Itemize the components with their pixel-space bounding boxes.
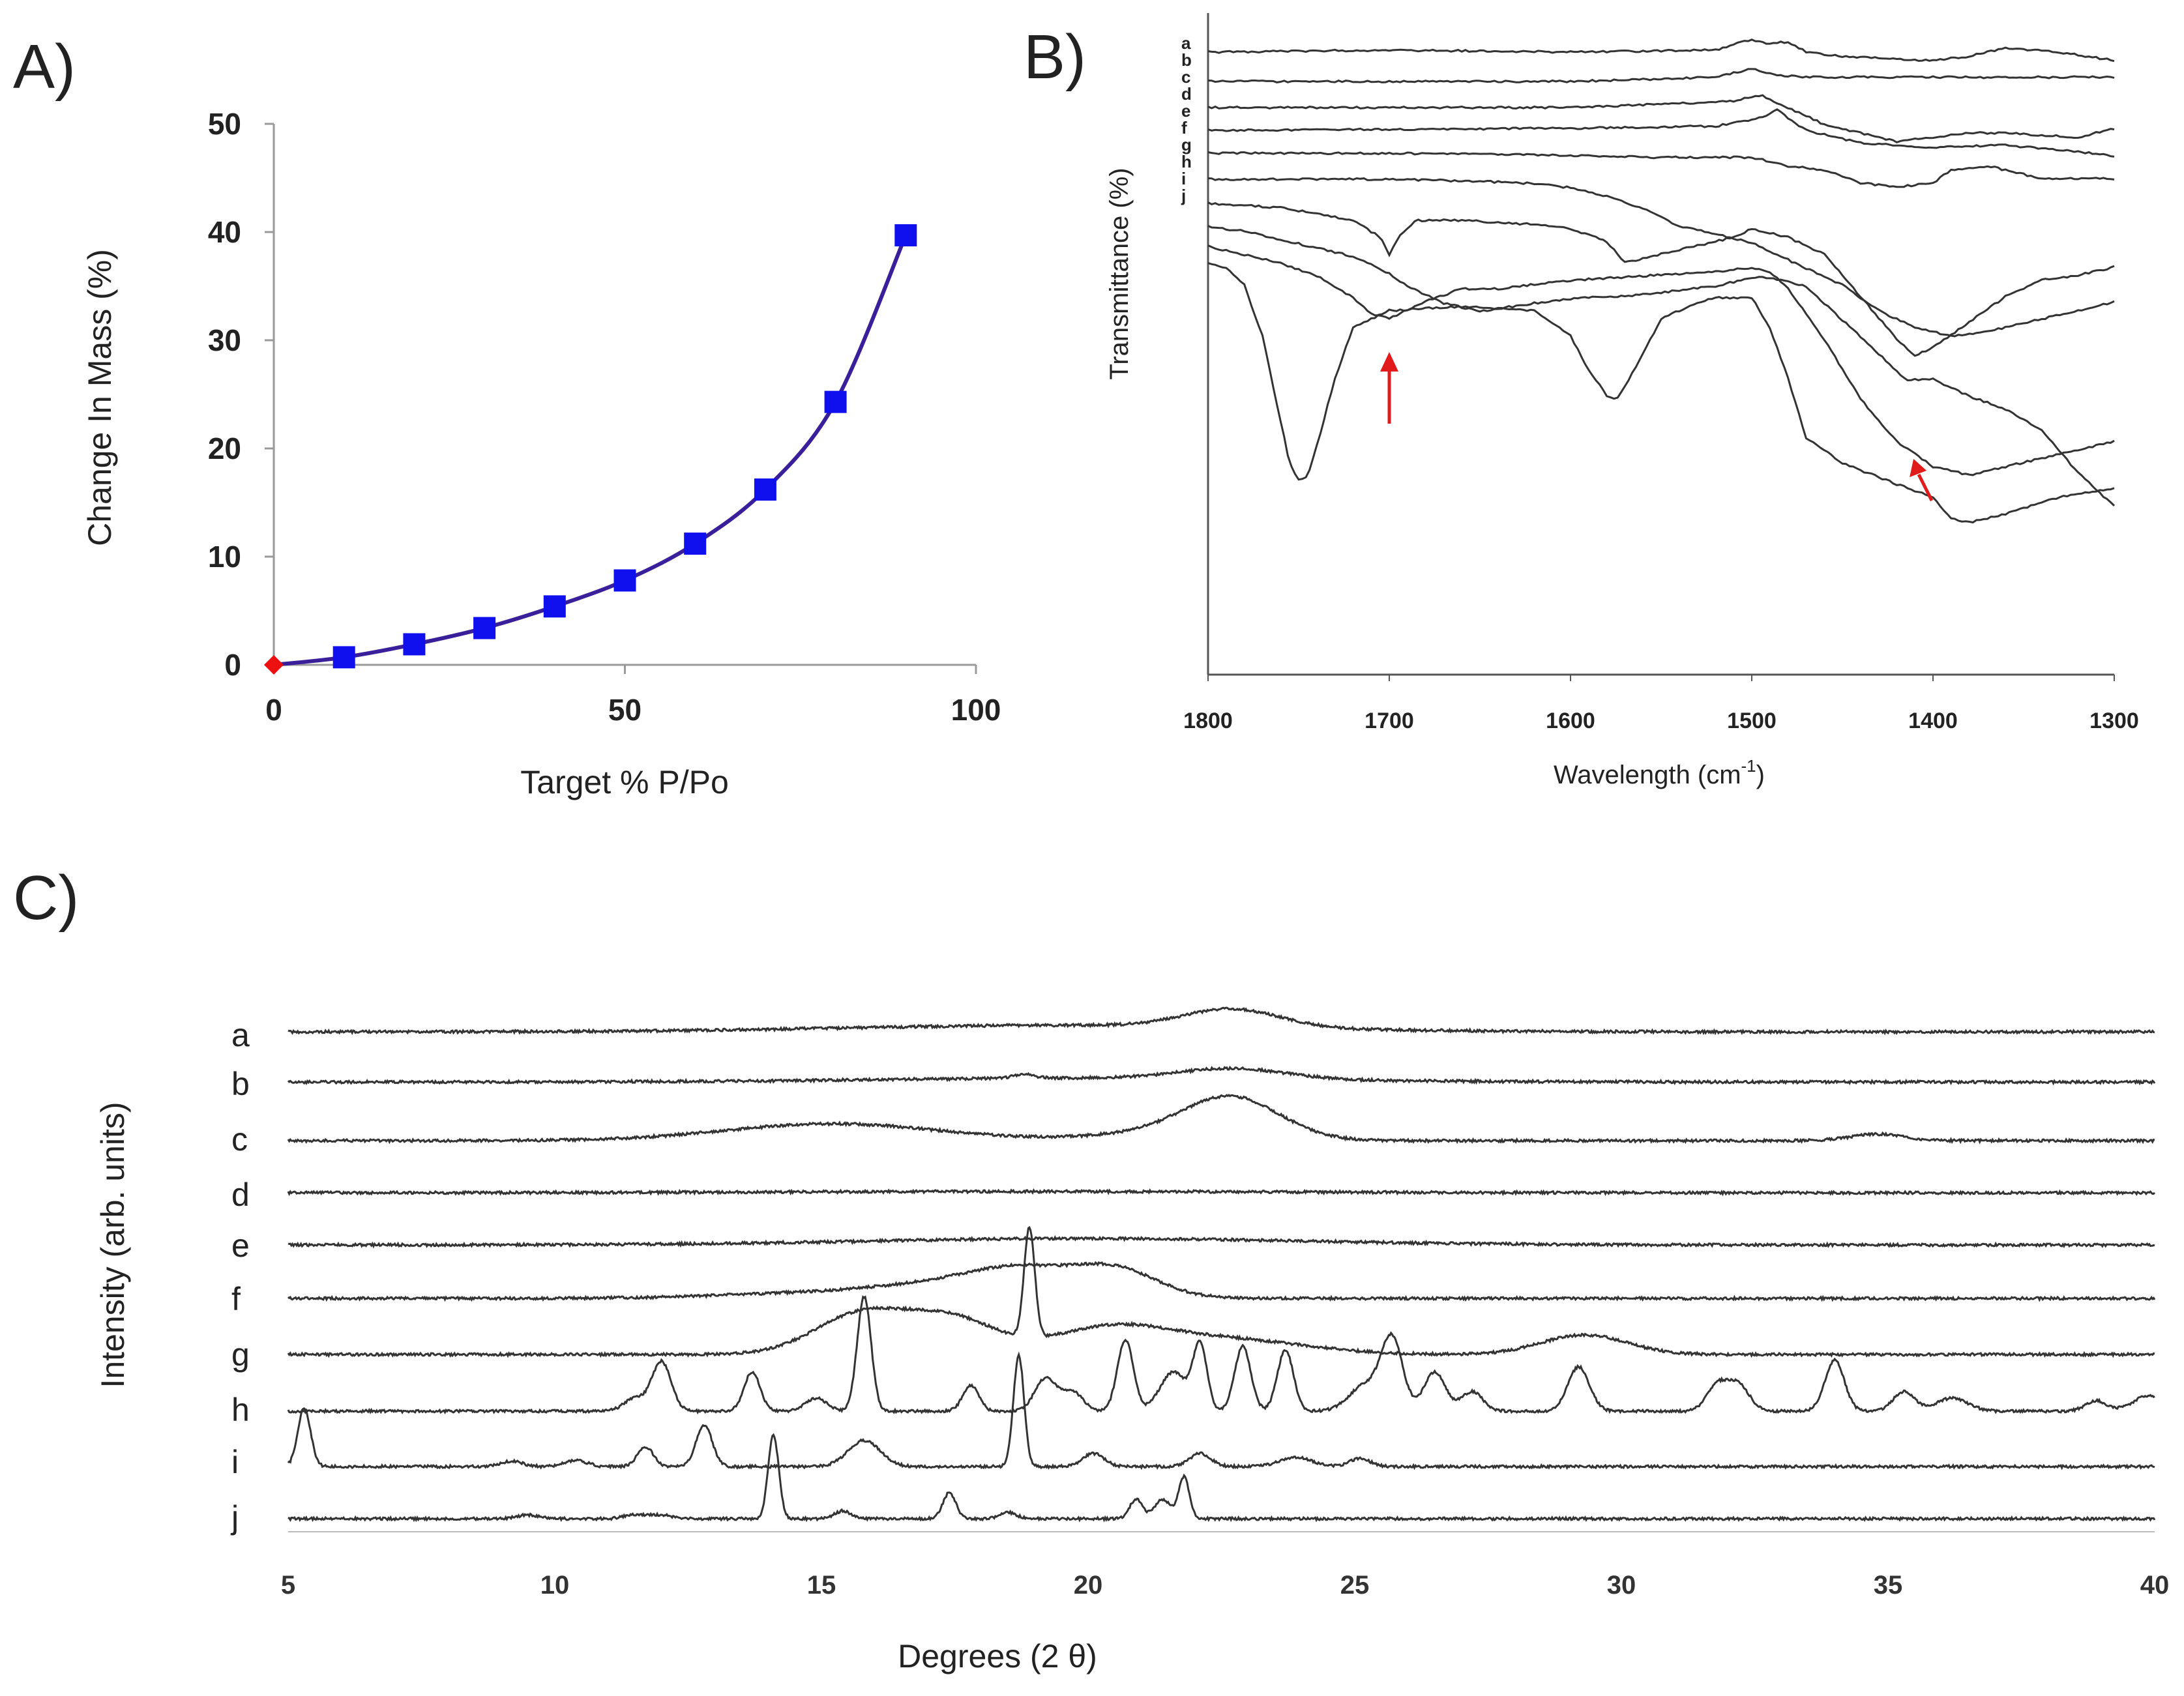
panel-c-trace-label-j: j (230, 1499, 239, 1536)
panel-b-arrowhead (1910, 459, 1927, 477)
panel-a-ytick-label: 30 (208, 323, 241, 357)
panel-a-data-point (543, 595, 566, 618)
panel-b-ylabel: Transmittance (%) (1105, 168, 1134, 379)
panel-a-chart: 0 10 20 30 40 50 0 50 100 Change In Mass (%) Tar… (81, 107, 1001, 800)
panel-b-trace-label-f: f (1181, 118, 1187, 138)
panel-c-trace-f (288, 1261, 2156, 1302)
panel-c-trace-label-i: i (231, 1444, 239, 1480)
panel-b-trace-label-d: d (1181, 84, 1192, 104)
panel-a-xlabel: Target % P/Po (520, 764, 729, 800)
panel-c-trace-label-d: d (231, 1177, 250, 1213)
panel-label-a: A) (13, 32, 76, 102)
panel-c-trace-d (287, 1188, 2156, 1197)
panel-b-trace-label-g: g (1181, 135, 1192, 154)
panel-c-xtick-label: 20 (1074, 1571, 1103, 1600)
panel-b-trace-label-j: j (1181, 186, 1186, 205)
panel-b-trace-e (1207, 151, 2115, 188)
panel-b-trace-label-e: e (1181, 101, 1190, 121)
panel-a-ylabel: Change In Mass (%) (81, 249, 118, 546)
panel-b-trace-h (1207, 225, 2116, 506)
panel-b-xlabel-close: ) (1756, 761, 1765, 789)
panel-c-xtick-label: 10 (540, 1571, 570, 1600)
panel-c-trace-label-g: g (231, 1336, 250, 1373)
panel-c-trace-i (287, 1351, 2155, 1470)
panel-c-trace-j (288, 1433, 2156, 1523)
panel-c-xtick-label: 40 (2140, 1571, 2170, 1600)
panel-a-ytick-label: 10 (208, 540, 241, 574)
panel-b-xtick-label: 1400 (1908, 709, 1958, 733)
panel-b-trace-i (1207, 244, 2115, 476)
panel-a-xtick-label: 50 (608, 693, 642, 727)
panel-b-trace-label-c: c (1181, 67, 1190, 87)
panel-a-series-line (273, 234, 908, 667)
panel-b-xlabel-sup: -1 (1741, 756, 1756, 776)
panel-b-arrow-line (1917, 473, 1934, 502)
panel-c-xtick-label: 30 (1607, 1571, 1636, 1600)
panel-a-ytick-label: 0 (224, 648, 241, 682)
panel-a-data-point (332, 646, 355, 669)
panel-c-xtick-label: 35 (1874, 1571, 1903, 1600)
panel-a-data-point (824, 390, 847, 413)
panel-b-trace-label-b: b (1181, 50, 1192, 70)
panel-b-xtick-label: 1500 (1727, 709, 1777, 733)
panel-b-trace-b (1207, 68, 2115, 83)
panel-c-trace-label-e: e (231, 1227, 250, 1264)
panel-c-trace-label-f: f (231, 1281, 241, 1317)
panel-c-trace-label-h: h (231, 1392, 250, 1428)
panel-c-trace-g (287, 1225, 2155, 1358)
panel-b-trace-f (1207, 177, 2115, 338)
panel-c-xlabel: Degrees (2 θ) (898, 1638, 1097, 1674)
panel-a-ytick-label: 20 (208, 431, 241, 465)
panel-a-data-point (684, 533, 707, 555)
panel-b-trace-label-a: a (1181, 33, 1191, 53)
panel-a-xtick-label: 100 (951, 693, 1001, 727)
panel-c-trace-a (288, 1006, 2155, 1036)
panel-b-xtick-label: 1300 (2089, 709, 2139, 733)
panel-c-trace-label-a: a (231, 1017, 250, 1053)
panel-c-trace-h (287, 1295, 2155, 1415)
panel-a-data-point (473, 617, 496, 639)
panel-c-trace-label-c: c (231, 1121, 248, 1158)
panel-label-b: B) (1024, 22, 1086, 92)
panel-b-trace-j (1207, 262, 2115, 524)
panel-b-trace-label-i: i (1181, 169, 1186, 188)
panel-b-xtick-label: 1600 (1546, 709, 1595, 733)
panel-b-trace-a (1207, 38, 2115, 63)
panel-c-trace-c (287, 1094, 2155, 1145)
panel-a-ytick-label: 50 (208, 107, 241, 141)
panel-b-trace-label-h: h (1181, 152, 1192, 171)
panel-c-trace-label-b: b (231, 1066, 250, 1102)
panel-a-origin-point (264, 655, 284, 675)
panel-c-trace-e (288, 1235, 2155, 1249)
panel-c-ylabel: Intensity (arb. units) (95, 1102, 131, 1388)
panel-a-ytick-label: 40 (208, 215, 241, 249)
panel-a-xtick-label: 0 (265, 693, 282, 727)
panel-b-xtick-label: 1700 (1365, 709, 1414, 733)
panel-b-trace-g (1207, 201, 2115, 357)
panel-c-xtick-label: 25 (1340, 1571, 1370, 1600)
panel-c-xtick-label: 5 (281, 1571, 295, 1600)
panel-c-xtick-label: 15 (807, 1571, 836, 1600)
panel-b-arrowhead (1380, 352, 1398, 372)
panel-b-xtick-label: 1800 (1183, 709, 1233, 733)
panel-b-trace-c (1207, 94, 2115, 144)
panel-a-data-point (613, 569, 636, 592)
panel-b-trace-d (1207, 108, 2115, 158)
panel-label-c: C) (13, 863, 79, 933)
panel-a-data-point (754, 478, 776, 501)
panel-c-trace-b (287, 1065, 2156, 1086)
panel-b-xlabel: Wavelength (cm-1) (1554, 756, 1765, 789)
panel-a-data-point (403, 633, 426, 656)
panel-a-data-point (894, 224, 917, 246)
panel-b-xlabel-main: Wavelength (cm (1554, 761, 1741, 789)
